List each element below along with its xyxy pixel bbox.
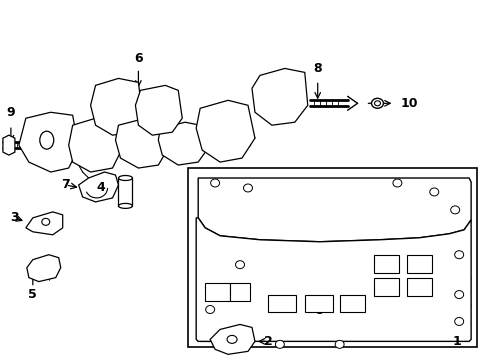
Text: 3: 3 xyxy=(11,211,19,224)
Bar xyxy=(407,255,432,273)
Text: 8: 8 xyxy=(314,62,322,75)
Bar xyxy=(268,294,296,312)
Polygon shape xyxy=(3,135,15,155)
Bar xyxy=(205,283,230,301)
Bar xyxy=(230,283,250,301)
Bar xyxy=(188,168,477,347)
Polygon shape xyxy=(210,324,255,354)
Bar xyxy=(374,278,399,296)
Ellipse shape xyxy=(40,131,54,149)
Ellipse shape xyxy=(430,188,439,196)
Polygon shape xyxy=(78,172,119,202)
Polygon shape xyxy=(196,218,471,341)
Ellipse shape xyxy=(455,251,464,259)
Polygon shape xyxy=(26,212,63,235)
Ellipse shape xyxy=(227,336,237,343)
Ellipse shape xyxy=(371,98,384,108)
Bar xyxy=(407,278,432,296)
Polygon shape xyxy=(91,78,143,135)
Ellipse shape xyxy=(42,219,50,225)
Polygon shape xyxy=(196,100,255,162)
Text: 2: 2 xyxy=(264,335,272,348)
Ellipse shape xyxy=(335,340,344,348)
Ellipse shape xyxy=(374,101,380,106)
Bar xyxy=(119,178,132,206)
Ellipse shape xyxy=(119,176,132,180)
Ellipse shape xyxy=(393,179,402,187)
Polygon shape xyxy=(198,178,471,242)
Text: 6: 6 xyxy=(134,52,143,65)
Polygon shape xyxy=(158,122,208,165)
Polygon shape xyxy=(19,112,78,172)
Ellipse shape xyxy=(315,306,324,314)
Ellipse shape xyxy=(455,318,464,325)
Polygon shape xyxy=(252,68,308,125)
Text: 9: 9 xyxy=(6,106,15,119)
Polygon shape xyxy=(27,255,61,282)
Polygon shape xyxy=(116,118,168,168)
Text: 4: 4 xyxy=(96,181,105,194)
Bar xyxy=(374,255,399,273)
Text: 7: 7 xyxy=(61,179,70,192)
Text: 1: 1 xyxy=(453,335,462,348)
Bar xyxy=(340,294,365,312)
Ellipse shape xyxy=(119,203,132,208)
Polygon shape xyxy=(69,118,122,172)
Ellipse shape xyxy=(236,261,245,269)
Ellipse shape xyxy=(451,206,460,214)
Ellipse shape xyxy=(211,179,220,187)
Text: 5: 5 xyxy=(28,288,37,301)
Ellipse shape xyxy=(206,306,215,314)
Polygon shape xyxy=(135,85,182,135)
Bar xyxy=(305,294,333,312)
Ellipse shape xyxy=(244,184,252,192)
Ellipse shape xyxy=(455,291,464,298)
Text: 10: 10 xyxy=(401,97,418,110)
Ellipse shape xyxy=(275,340,284,348)
